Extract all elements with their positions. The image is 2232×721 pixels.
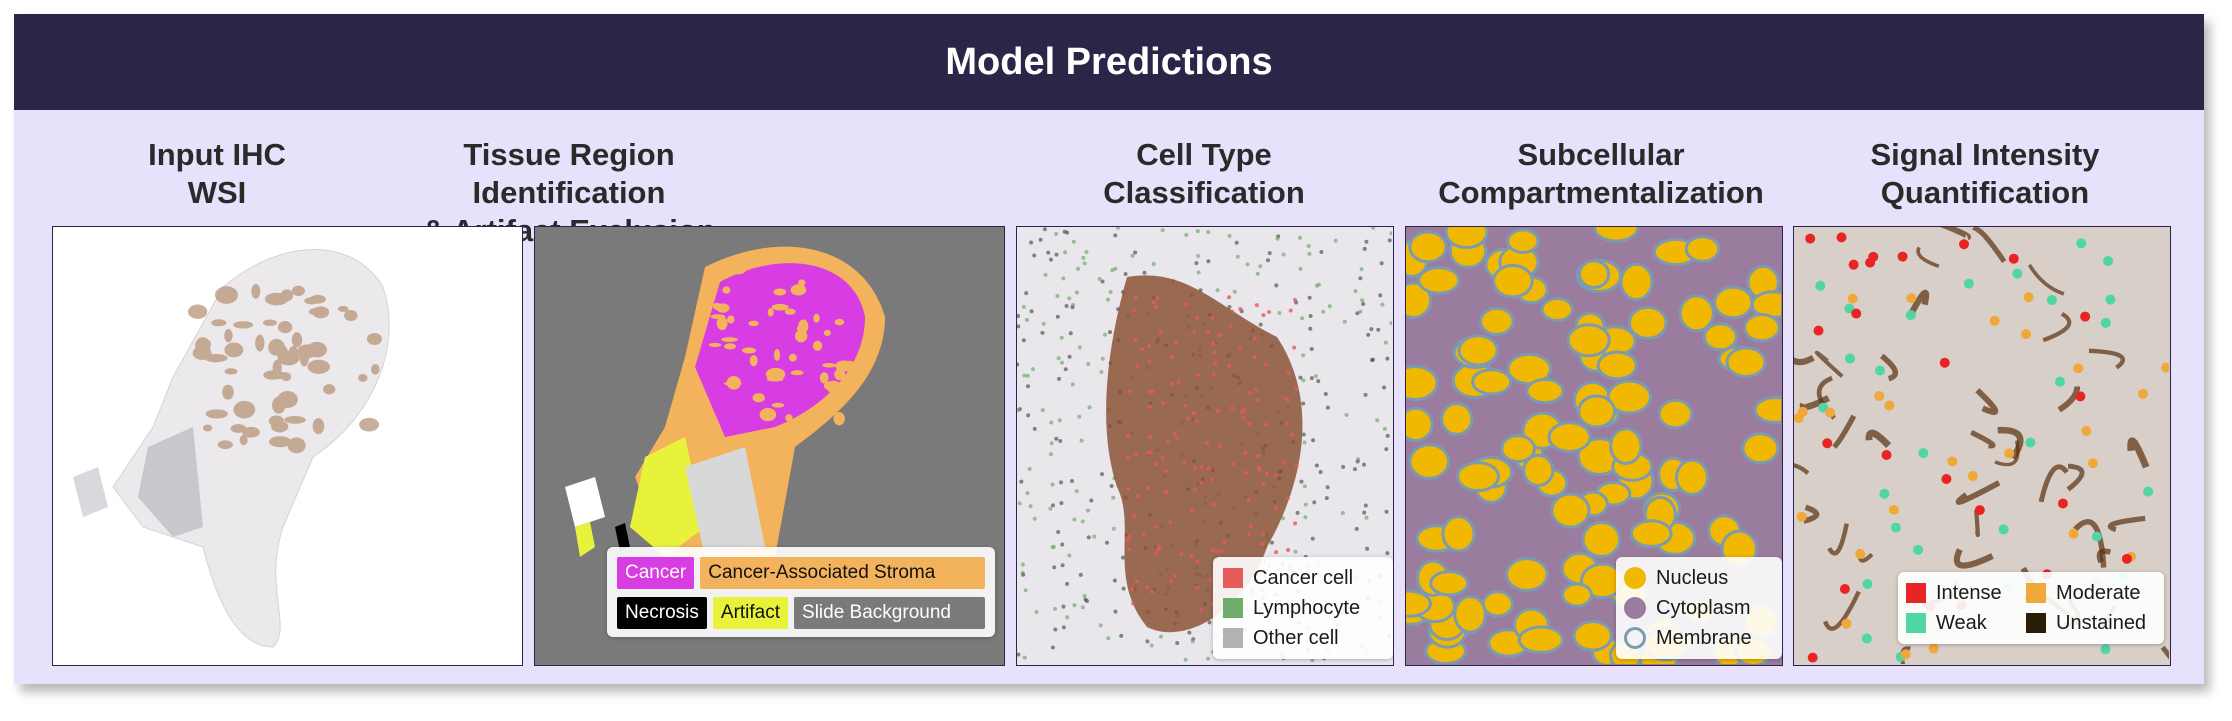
legend-other-cell: Other cell <box>1253 626 1339 649</box>
panel-input-wsi <box>52 226 523 666</box>
legend-necrosis: Necrosis <box>617 597 707 629</box>
legend-intense: Intense <box>1936 581 2002 604</box>
legend-cancer: Cancer <box>617 557 695 589</box>
tissue-legend: Cancer Cancer-Associated Stroma Necrosis… <box>607 547 995 637</box>
panel-title-input: Input IHC WSI <box>148 137 286 210</box>
other-cell-swatch <box>1223 628 1243 648</box>
tissue-segmentation-map <box>565 246 885 557</box>
legend-unstained: Unstained <box>2056 611 2147 634</box>
legend-cancer-associated-stroma: Cancer-Associated Stroma <box>700 557 985 589</box>
cancer-cell-swatch <box>1223 568 1243 588</box>
banner: Model Predictions <box>14 14 2204 110</box>
nucleus-swatch <box>1624 567 1646 589</box>
wsi-thumbnail-image <box>73 249 390 648</box>
panel-title-intensity: Signal Intensity Quantification <box>1870 137 2100 210</box>
panel-subcellular: Nucleus Cytoplasm Membrane <box>1405 226 1783 666</box>
cytoplasm-swatch <box>1624 597 1646 619</box>
figure-card: Model Predictions Input IHC WSI Tissue R… <box>14 14 2204 684</box>
intensity-legend: Intense Moderate Weak Unstained <box>1898 572 2164 644</box>
legend-cytoplasm: Cytoplasm <box>1656 596 1751 619</box>
weak-swatch <box>1906 613 1926 633</box>
legend-weak: Weak <box>1936 611 1987 634</box>
cell-type-legend: Cancer cell Lymphocyte Other cell <box>1213 557 1393 659</box>
compartment-legend: Nucleus Cytoplasm Membrane <box>1616 557 1782 659</box>
legend-lymphocyte: Lymphocyte <box>1253 596 1361 619</box>
legend-membrane: Membrane <box>1656 626 1752 649</box>
legend-nucleus: Nucleus <box>1656 566 1729 589</box>
panel-tissue-region: Cancer Cancer-Associated Stroma Necrosis… <box>534 226 1005 666</box>
legend-cancer-cell: Cancer cell <box>1253 566 1354 589</box>
subcellular-map <box>1406 227 1781 664</box>
lymphocyte-swatch <box>1223 598 1243 618</box>
legend-slide-background: Slide Background <box>794 597 985 629</box>
panel-signal-intensity: Intense Moderate Weak Unstained <box>1793 226 2171 666</box>
unstained-swatch <box>2026 613 2046 633</box>
panel-cell-type: Cancer cell Lymphocyte Other cell <box>1016 226 1394 666</box>
banner-title: Model Predictions <box>945 40 1273 83</box>
panel-title-subcellular: Subcellular Compartmentalization <box>1438 137 1764 210</box>
legend-artifact: Artifact <box>712 597 789 629</box>
membrane-swatch <box>1624 627 1646 649</box>
legend-moderate: Moderate <box>2056 581 2141 604</box>
intense-swatch <box>1906 583 1926 603</box>
moderate-swatch <box>2026 583 2046 603</box>
panel-title-cell-type: Cell Type Classification <box>1103 137 1305 210</box>
